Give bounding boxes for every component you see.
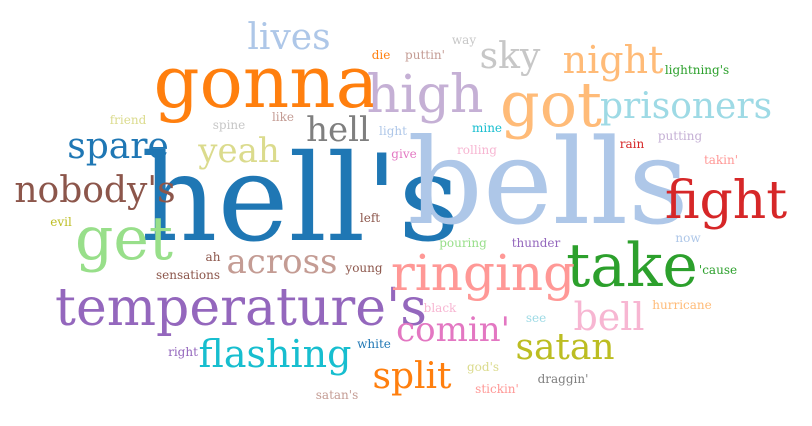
word-takin: takin': [703, 153, 739, 167]
word-mine: mine: [471, 121, 503, 135]
word-light: light: [379, 124, 407, 138]
word-split: split: [372, 356, 452, 397]
word-like: like: [271, 110, 295, 124]
word-young: young: [345, 261, 383, 275]
word-left: left: [359, 211, 381, 225]
word-pouring: pouring: [439, 236, 487, 250]
word-hurricane: hurricane: [652, 298, 712, 312]
word-comin: comin': [396, 310, 510, 350]
word-right: right: [168, 345, 198, 359]
word-see: see: [525, 311, 547, 325]
word-high: high: [366, 65, 484, 125]
word-ah: ah: [205, 250, 221, 264]
word-prisoners: prisoners: [599, 86, 773, 127]
word-spine: spine: [212, 118, 246, 132]
word-yeah: yeah: [198, 131, 280, 171]
word-bell: bell: [573, 295, 645, 339]
word-satans: satan's: [315, 388, 359, 402]
word-sky: sky: [479, 36, 541, 77]
word-rain: rain: [619, 137, 645, 151]
word-puttin: puttin': [405, 48, 445, 62]
word-white: white: [357, 337, 391, 351]
word-temperatures: temperature's: [55, 278, 427, 338]
word-ringing: ringing: [390, 244, 576, 302]
word-hells: hell's: [140, 130, 460, 269]
word-got: got: [500, 68, 602, 141]
word-nobodys: nobody's: [14, 170, 176, 211]
word-cause: 'cause: [698, 263, 738, 277]
word-stickin: stickin': [475, 382, 519, 396]
word-sensations: sensations: [155, 268, 221, 282]
word-now: now: [675, 231, 701, 245]
word-way: way: [451, 33, 477, 47]
word-putting: putting: [657, 129, 703, 143]
word-hell: hell: [306, 110, 370, 150]
word-evil: evil: [50, 215, 72, 229]
word-get: get: [74, 204, 174, 274]
word-thunder: thunder: [511, 236, 561, 250]
word-night: night: [562, 38, 664, 82]
word-lives: lives: [247, 17, 331, 58]
word-satan: satan: [515, 327, 615, 368]
word-friend: friend: [109, 113, 147, 127]
word-die: die: [371, 48, 391, 62]
word-flashing: flashing: [198, 332, 352, 376]
word-give: give: [391, 147, 417, 161]
word-black: black: [423, 301, 457, 315]
word-draggin: draggin': [537, 372, 589, 386]
word-gonna: gonna: [153, 40, 379, 124]
word-gods: god's: [466, 360, 500, 374]
word-across: across: [226, 242, 338, 282]
word-rolling: rolling: [457, 143, 497, 157]
word-lightnings: lightning's: [664, 63, 730, 77]
word-bells: bells: [407, 113, 689, 251]
word-spare: spare: [67, 126, 169, 167]
word-take: take: [566, 231, 698, 301]
word-fight: fight: [664, 171, 788, 231]
